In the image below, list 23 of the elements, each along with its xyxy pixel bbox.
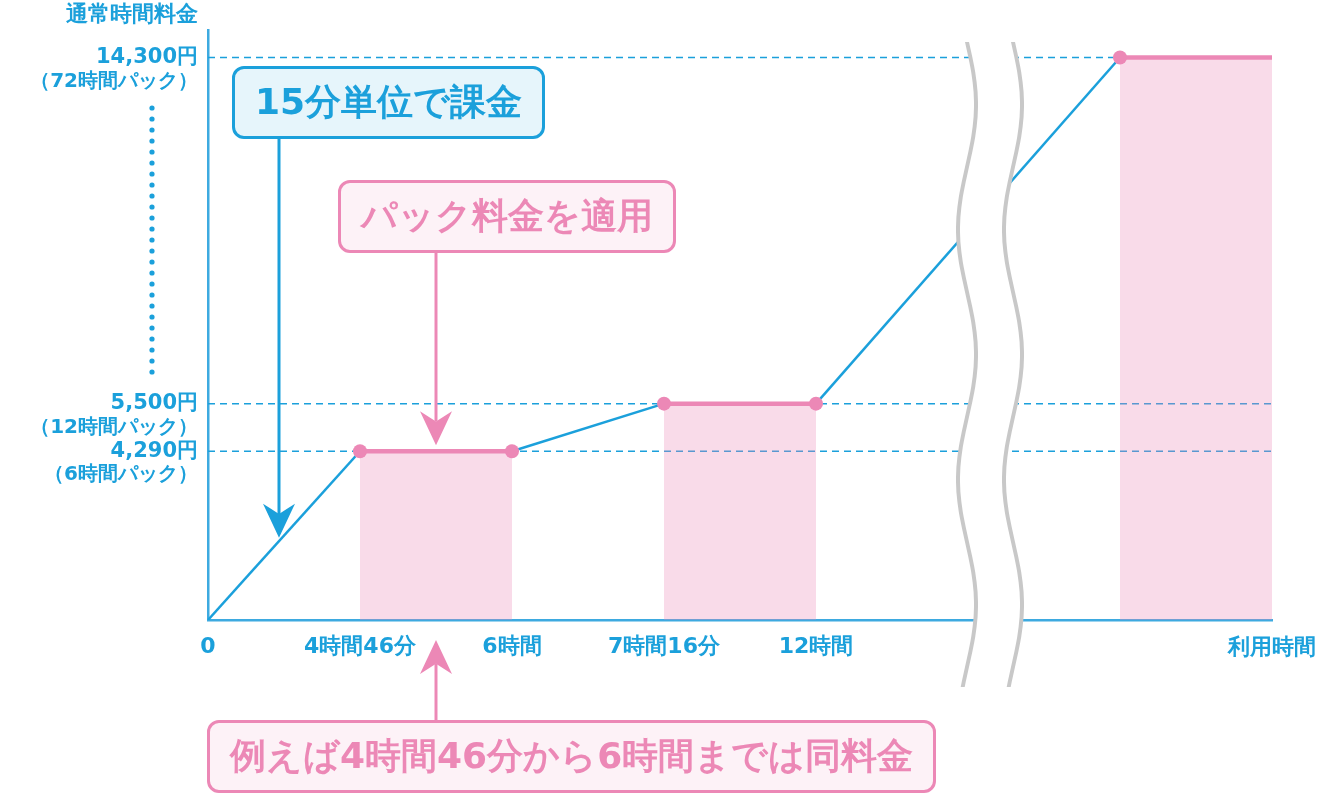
point — [353, 444, 367, 459]
point — [1113, 50, 1127, 65]
x-tick-label: 12時間 — [778, 632, 854, 658]
annotation: パック料金を適用 — [361, 194, 653, 238]
callout-box: パック料金を適用 — [338, 180, 676, 253]
y-axis-title: 通常時間料金 — [65, 0, 198, 26]
x-tick-label: 6時間 — [482, 632, 542, 658]
x-tick-label: 7時間16分 — [608, 632, 721, 658]
x-tick-label: 0 — [200, 632, 216, 658]
ref-line-label: （6時間パック） — [44, 461, 198, 486]
point — [657, 396, 671, 411]
ref-line-label: （72時間パック） — [30, 67, 198, 92]
point — [809, 396, 823, 411]
ref-line-label: （12時間パック） — [30, 413, 198, 438]
point — [505, 444, 519, 459]
y-tick-label: 5,500円 — [110, 390, 198, 415]
x-tick-label: 4時間46分 — [304, 632, 417, 658]
annotation: 15分単位で課金 — [255, 80, 523, 124]
y-tick-label: 4,290円 — [110, 437, 198, 462]
callout-box: 例えば4時間46分から6時間までは同料金 — [207, 720, 937, 793]
x-axis-title: 利用時間 — [1227, 633, 1316, 659]
y-tick-label: 14,300円 — [95, 43, 198, 68]
callout-box: 15分単位で課金 — [232, 66, 546, 139]
